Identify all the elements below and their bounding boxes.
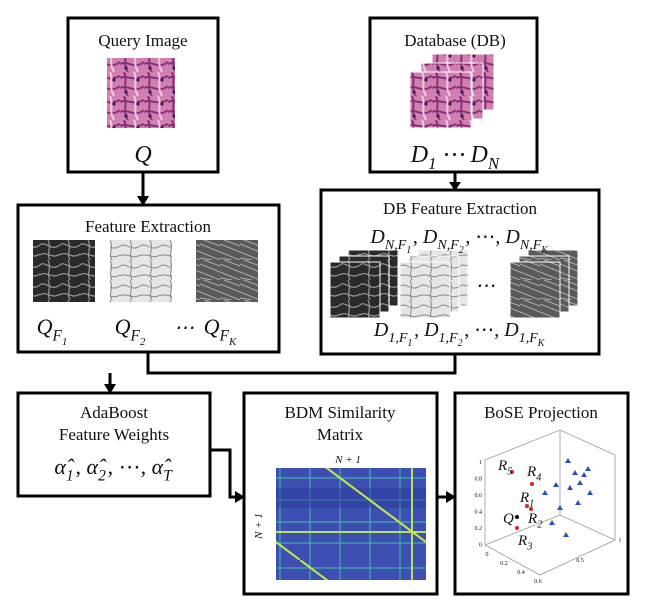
symbol-sub: N,F	[384, 238, 407, 253]
separator: ,	[494, 319, 504, 341]
database-title: Database (DB)	[404, 31, 506, 50]
y-tick-label: 1	[479, 460, 482, 466]
separator: ,	[108, 454, 119, 479]
symbol-base: D	[369, 226, 385, 248]
symbol-base: Q	[37, 314, 53, 339]
query-image	[107, 58, 175, 128]
symbol-sub: N,F	[519, 238, 542, 253]
separator: ,	[495, 226, 505, 248]
db-image	[410, 72, 472, 128]
dots: ⋯	[474, 319, 494, 341]
dots: ⋯	[174, 317, 194, 339]
symbol-sub: 1,F	[439, 331, 459, 346]
symbol-sub: 1	[428, 154, 436, 173]
separator: ,	[465, 226, 475, 248]
feature-image	[110, 240, 172, 302]
db-feature-images	[330, 250, 578, 318]
db-feature-image	[510, 262, 560, 318]
symbol-base: D	[423, 319, 439, 341]
dots: ⋯	[443, 142, 467, 168]
symbol-sub: 1	[529, 499, 534, 510]
adaboost-title: Feature Weights	[59, 425, 169, 444]
baseline	[172, 454, 174, 479]
symbol-sub: 2	[537, 520, 543, 531]
feature-image	[196, 240, 258, 302]
y-tick-label: 0.6	[475, 493, 483, 499]
symbol-base: R	[497, 458, 507, 474]
dots: ⋯	[119, 454, 141, 479]
separator: ,	[414, 319, 424, 341]
symbol-base: Q	[115, 314, 131, 339]
symbol-sub: F	[51, 328, 62, 345]
adaboost-title: AdaBoost	[80, 403, 148, 422]
baseline	[437, 142, 439, 168]
symbol-base: D	[503, 319, 519, 341]
symbol-subsub: K	[228, 336, 237, 348]
point	[515, 526, 519, 530]
separator: ,	[464, 319, 474, 341]
y-tick-label: 0.8	[475, 477, 483, 483]
x-tick-label: 0.2	[500, 561, 508, 567]
symbol-base: D	[410, 142, 428, 168]
symbol-base: R	[527, 511, 537, 527]
symbol-sub: F	[219, 328, 230, 345]
x-tick-label: 0.4	[517, 570, 525, 576]
x-tick-label: 0.6	[534, 579, 542, 585]
x-tick-label: 0	[486, 552, 489, 558]
bdm-title: Matrix	[317, 425, 364, 444]
symbol-sub: 4	[536, 473, 542, 484]
symbol-sub: 3	[526, 542, 532, 553]
bose-title: BoSE Projection	[484, 403, 598, 422]
dots: ⋯	[475, 226, 495, 248]
separator: ,	[76, 454, 87, 479]
db-feature-image	[400, 262, 450, 318]
bdm-title: BDM Similarity	[285, 403, 396, 422]
y-tick-label: 0.2	[475, 526, 483, 532]
query-symbol: Q	[134, 142, 151, 168]
db-feature-image	[330, 262, 380, 318]
arrow	[210, 450, 237, 497]
separator: ,	[413, 226, 423, 248]
symbol-base: Q	[204, 314, 220, 339]
matrix-axis-label: N + 1	[253, 513, 265, 540]
symbol-base: R	[519, 490, 529, 506]
symbol-subsub: 2	[140, 336, 146, 348]
symbol-base: R	[526, 464, 536, 480]
baseline	[544, 319, 546, 341]
symbol-base: D	[504, 226, 520, 248]
y-tick-label: 0	[479, 543, 482, 549]
similarity-matrix	[276, 468, 426, 580]
symbol-sub: 1,F	[519, 331, 539, 346]
y-tick-label: 0.4	[475, 510, 483, 516]
symbol-base: D	[373, 319, 389, 341]
query-point	[515, 515, 519, 519]
symbol-sub: 1	[66, 468, 74, 485]
point-label: Q	[503, 511, 514, 527]
symbol-sub: F	[129, 328, 140, 345]
matrix-axis-label: N + 1	[334, 454, 361, 466]
feature-title: Feature Extraction	[85, 217, 212, 236]
z-tick-label: 1	[619, 538, 622, 544]
database-images	[410, 54, 494, 128]
symbol-subsub: 1	[62, 336, 68, 348]
diagram: Query Image Database (DB) Feature Extrac…	[0, 0, 645, 600]
symbol-base: R	[517, 533, 527, 549]
dots: ⋯	[475, 275, 495, 297]
point	[530, 482, 534, 486]
query-title: Query Image	[98, 31, 187, 50]
z-tick-label: 0.5	[576, 558, 584, 564]
symbol-base: Q	[503, 511, 514, 527]
baseline	[548, 226, 550, 248]
symbol-sub: 5	[507, 467, 512, 478]
symbol-sub: N	[487, 154, 501, 173]
symbol-sub: N,F	[436, 238, 459, 253]
symbol-sub: 1,F	[388, 331, 408, 346]
feature-image	[33, 240, 95, 302]
separator: ,	[141, 454, 152, 479]
symbol-base: D	[470, 142, 488, 168]
db-feature-title: DB Feature Extraction	[383, 199, 537, 218]
symbol-base: D	[422, 226, 438, 248]
